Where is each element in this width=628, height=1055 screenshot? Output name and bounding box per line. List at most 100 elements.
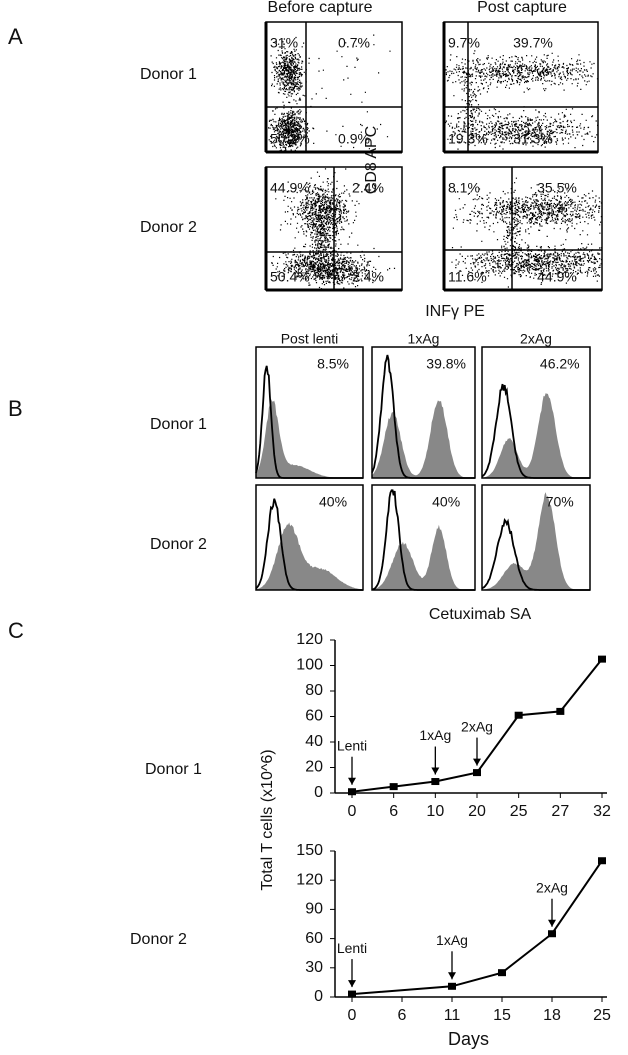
arrow-head <box>448 972 456 980</box>
x-tick-label: 0 <box>348 803 357 820</box>
quadrant-percentage: 0.9% <box>338 131 370 147</box>
x-tick-label: 27 <box>551 803 569 820</box>
histogram-fill <box>256 399 363 478</box>
annotation: 2xAg <box>461 718 493 734</box>
row-label: Donor 2 <box>130 931 187 948</box>
dot-cloud <box>271 168 396 290</box>
marker <box>473 769 481 777</box>
column-header: Post capture <box>477 0 567 16</box>
marker <box>514 711 523 719</box>
annotation: Lenti <box>337 940 367 956</box>
y-axis-label: Total T cells (x10^6) <box>259 749 276 890</box>
column-header: 1xAg <box>408 331 440 347</box>
y-tick-label: 120 <box>296 871 323 888</box>
percentage: 70% <box>546 494 574 510</box>
y-tick-label: 20 <box>305 759 323 776</box>
quadrant-percentage: 50.3% <box>270 131 310 147</box>
arrow-head <box>473 758 481 766</box>
y-tick-label: 60 <box>305 708 323 725</box>
arrow-head <box>431 767 440 775</box>
histogram-fill <box>372 400 475 478</box>
histogram-fill <box>256 522 363 590</box>
y-tick-label: 80 <box>305 682 323 699</box>
plot-frame <box>371 346 476 479</box>
histogram-fill <box>372 524 475 590</box>
marker <box>598 655 606 663</box>
quadrant-percentage: 9.7% <box>448 35 480 51</box>
marker <box>556 707 565 715</box>
arrow-head <box>548 919 556 927</box>
row-label: Donor 2 <box>150 536 207 553</box>
percentage: 39.8% <box>426 356 466 372</box>
x-tick-label: 11 <box>444 1007 461 1024</box>
row-label: Donor 1 <box>145 761 202 778</box>
y-tick-label: 120 <box>296 631 323 648</box>
x-tick-label: 20 <box>468 803 486 820</box>
quadrant-percentage: 44.9% <box>270 180 310 196</box>
marker <box>498 969 506 977</box>
quadrant-percentage: 11.6% <box>448 269 487 285</box>
annotation: 1xAg <box>436 932 468 948</box>
quadrant-percentage: 2.4% <box>352 269 384 285</box>
x-tick-label: 25 <box>593 1007 611 1024</box>
x-tick-label: 18 <box>543 1007 561 1024</box>
x-tick-label: 0 <box>348 1007 357 1024</box>
y-tick-label: 90 <box>305 901 323 918</box>
y-axis-label: CD8 APC <box>363 126 380 194</box>
percentage: 8.5% <box>317 356 349 372</box>
percentage: 46.2% <box>540 356 580 372</box>
marker <box>348 788 356 796</box>
x-tick-label: 32 <box>593 803 611 820</box>
panel-label: C <box>8 618 24 643</box>
marker <box>431 778 440 786</box>
x-axis-label: Cetuximab SA <box>429 606 532 623</box>
histogram-fill <box>482 492 590 590</box>
plot-frame <box>255 346 364 479</box>
percentage: 40% <box>432 494 460 510</box>
quadrant-percentage: 39.7% <box>513 35 553 51</box>
column-header: Before capture <box>268 0 373 16</box>
panel-label: A <box>8 24 23 49</box>
quadrant-percentage: 19.3% <box>448 131 488 147</box>
x-tick-label: 6 <box>389 803 398 820</box>
quadrant-percentage: 0.7% <box>338 35 370 51</box>
plot-frame <box>481 346 591 479</box>
y-tick-label: 100 <box>296 657 323 674</box>
arrow-head <box>348 777 356 785</box>
x-tick-label: 6 <box>398 1007 407 1024</box>
dot-cloud <box>451 177 603 288</box>
x-tick-label: 10 <box>426 803 444 820</box>
marker <box>348 990 356 998</box>
plot-frame <box>371 484 476 591</box>
dot-cloud <box>268 34 391 152</box>
arrow-head <box>348 980 356 988</box>
row-label: Donor 1 <box>150 416 207 433</box>
y-tick-label: 60 <box>305 930 323 947</box>
y-tick-label: 30 <box>305 959 323 976</box>
annotation: Lenti <box>337 737 367 753</box>
column-header: Post lenti <box>281 331 339 347</box>
marker <box>448 982 456 990</box>
row-label: Donor 2 <box>140 219 197 236</box>
marker <box>389 783 398 791</box>
percentage: 40% <box>319 494 347 510</box>
annotation: 1xAg <box>419 727 451 743</box>
dot-cloud <box>445 50 599 150</box>
plot-frame <box>255 484 364 591</box>
panel-label: B <box>8 396 23 421</box>
quadrant-percentage: 50.4% <box>270 269 310 285</box>
y-tick-label: 40 <box>305 733 323 750</box>
quadrant-percentage: 31% <box>270 35 298 51</box>
x-tick-label: 25 <box>510 803 528 820</box>
histogram-fill <box>482 393 590 478</box>
annotation: 2xAg <box>536 879 568 895</box>
y-tick-label: 0 <box>314 784 323 801</box>
row-label: Donor 1 <box>140 66 197 83</box>
y-tick-label: 0 <box>314 988 323 1005</box>
y-tick-label: 150 <box>296 842 323 859</box>
quadrant-percentage: 2.4% <box>352 180 384 196</box>
quadrant-percentage: 44.9% <box>537 269 577 285</box>
column-header: 2xAg <box>520 331 552 347</box>
marker <box>598 857 606 865</box>
